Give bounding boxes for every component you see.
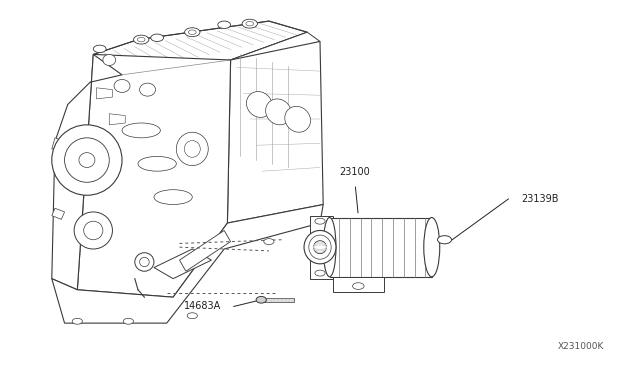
Polygon shape — [310, 216, 333, 279]
Circle shape — [124, 318, 134, 324]
Circle shape — [187, 313, 197, 319]
Circle shape — [188, 30, 196, 35]
Polygon shape — [109, 114, 125, 125]
Circle shape — [218, 21, 230, 29]
Circle shape — [242, 19, 257, 28]
Polygon shape — [154, 249, 211, 279]
Ellipse shape — [314, 242, 326, 252]
Ellipse shape — [314, 243, 326, 251]
Ellipse shape — [285, 106, 310, 132]
Circle shape — [151, 34, 164, 41]
Ellipse shape — [135, 253, 154, 271]
Polygon shape — [52, 205, 323, 323]
Ellipse shape — [140, 257, 149, 267]
Ellipse shape — [74, 212, 113, 249]
Circle shape — [138, 37, 145, 42]
Ellipse shape — [138, 156, 176, 171]
Ellipse shape — [309, 235, 331, 259]
Polygon shape — [52, 54, 122, 290]
Ellipse shape — [65, 138, 109, 182]
Ellipse shape — [438, 235, 452, 244]
Circle shape — [353, 283, 364, 289]
Polygon shape — [52, 138, 65, 149]
Polygon shape — [52, 208, 65, 219]
Text: 23100: 23100 — [340, 167, 371, 177]
Polygon shape — [77, 54, 230, 297]
Ellipse shape — [246, 92, 272, 118]
Circle shape — [264, 238, 274, 244]
Circle shape — [246, 22, 253, 26]
Text: X231000K: X231000K — [558, 342, 604, 351]
Circle shape — [315, 218, 325, 224]
Circle shape — [72, 318, 83, 324]
Ellipse shape — [140, 83, 156, 96]
Polygon shape — [97, 88, 113, 99]
Ellipse shape — [176, 132, 208, 166]
Polygon shape — [330, 218, 432, 277]
Text: 14683A: 14683A — [184, 301, 221, 311]
Ellipse shape — [114, 80, 130, 92]
Polygon shape — [179, 231, 230, 271]
Polygon shape — [93, 143, 109, 154]
Polygon shape — [333, 277, 384, 292]
Circle shape — [93, 45, 106, 52]
Ellipse shape — [314, 245, 326, 249]
Ellipse shape — [184, 141, 200, 157]
Ellipse shape — [256, 296, 266, 303]
Polygon shape — [227, 41, 323, 223]
Ellipse shape — [79, 153, 95, 167]
Ellipse shape — [266, 99, 291, 125]
Text: 23139B: 23139B — [521, 194, 559, 204]
Circle shape — [315, 270, 325, 276]
Polygon shape — [93, 21, 307, 75]
Ellipse shape — [323, 218, 336, 277]
Ellipse shape — [154, 190, 192, 205]
Ellipse shape — [84, 221, 103, 240]
Ellipse shape — [314, 241, 326, 254]
Ellipse shape — [122, 123, 161, 138]
Ellipse shape — [52, 125, 122, 195]
Ellipse shape — [103, 54, 116, 65]
Ellipse shape — [304, 231, 336, 264]
Circle shape — [184, 28, 200, 37]
Polygon shape — [262, 298, 294, 302]
Polygon shape — [230, 32, 320, 69]
Circle shape — [134, 35, 149, 44]
Ellipse shape — [424, 218, 440, 277]
